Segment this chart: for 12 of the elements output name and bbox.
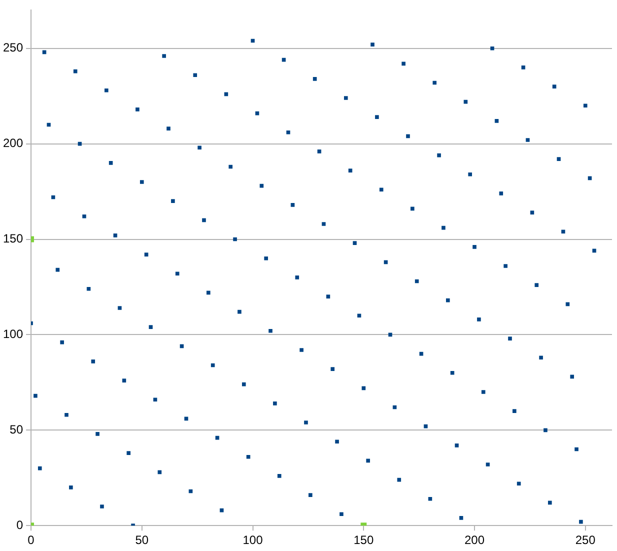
x-tick-label: 50	[135, 533, 149, 548]
x-tick-label: 150	[354, 533, 374, 548]
x-tick-label: 250	[575, 533, 596, 548]
x-tick-label: 100	[242, 533, 264, 548]
y-tick-label: 100	[2, 327, 24, 342]
x-tick-label: 0	[28, 533, 35, 548]
x-tick-label: 200	[464, 533, 485, 548]
y-tick-label: 250	[2, 40, 24, 55]
y-tick-label: 200	[2, 136, 24, 150]
y-tick-label: 50	[10, 422, 24, 436]
y-tick-label: 150	[2, 232, 24, 246]
y-tick-label: 0	[16, 518, 24, 532]
